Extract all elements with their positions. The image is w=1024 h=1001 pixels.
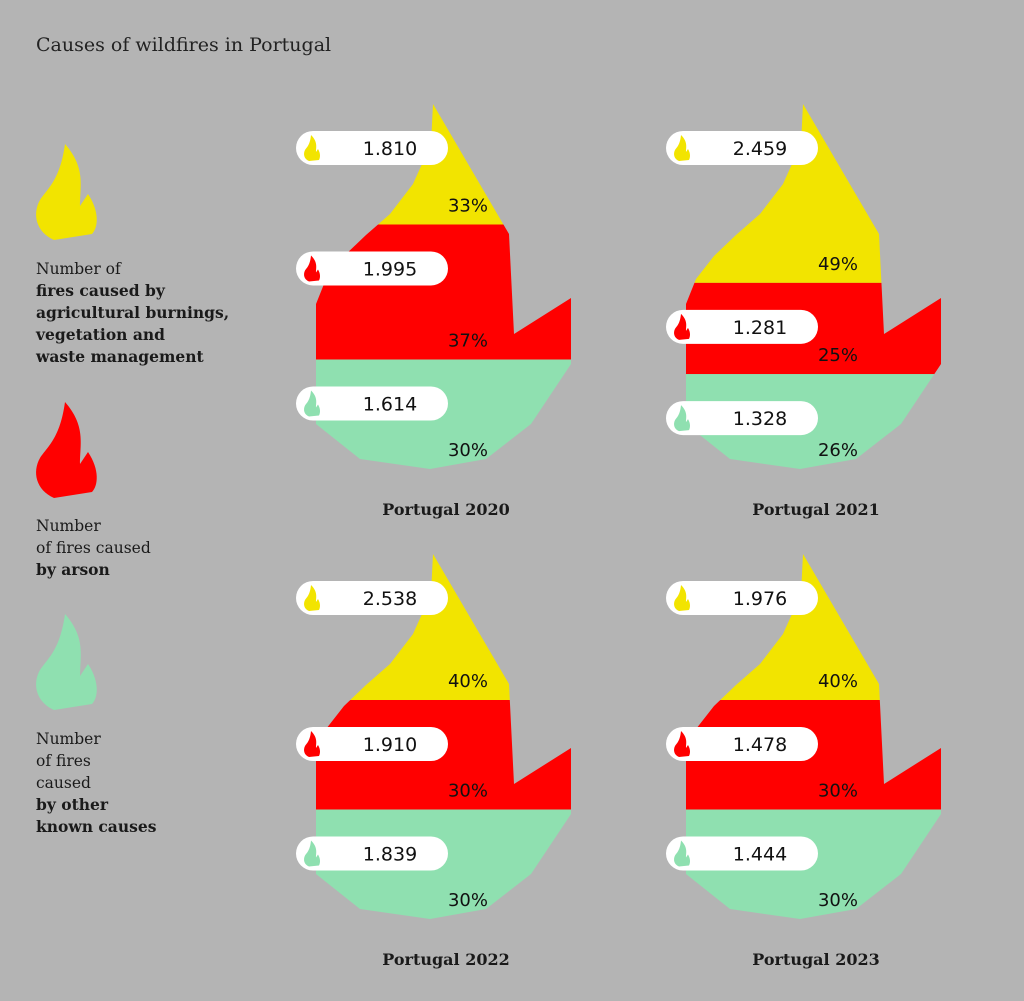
value-pill-other [296, 836, 448, 871]
value-label-agricultural: 1.976 [733, 588, 787, 610]
flame-icon [304, 135, 320, 161]
percent-label-other: 30% [818, 890, 858, 911]
percent-label-agricultural: 33% [448, 195, 488, 216]
flame-icon [674, 405, 690, 432]
percent-label-other: 30% [448, 890, 488, 911]
legend-text-arson: Number of fires caused by arson [36, 515, 151, 581]
legend-line: agricultural burnings, [36, 303, 230, 322]
flame-band-arson [316, 224, 571, 360]
flame-band-agricultural [694, 104, 882, 283]
value-pill-arson [296, 727, 448, 761]
value-label-other: 1.328 [733, 408, 787, 430]
percent-label-other: 26% [818, 440, 858, 461]
flame-icon [304, 390, 320, 417]
percent-label-arson: 37% [448, 331, 488, 352]
flame-band-agricultural [378, 104, 504, 225]
flame-icon [304, 731, 320, 757]
legend-flame-icon-agricultural [36, 144, 97, 240]
flame-chart-portugal-2023: 1.976 40% 1.478 30% 1.444 30% [666, 554, 941, 919]
legend-line: by other [36, 795, 109, 814]
legend-flame-icon-other [36, 614, 97, 710]
flame-icon [674, 840, 690, 867]
value-label-arson: 1.910 [363, 734, 417, 756]
flame-icon [304, 840, 320, 867]
percent-label-arson: 30% [448, 781, 488, 802]
percent-label-arson: 30% [818, 781, 858, 802]
value-label-arson: 1.995 [363, 258, 417, 280]
legend-line: known causes [36, 817, 157, 836]
flame-band-agricultural [350, 554, 510, 700]
value-pill-agricultural [296, 131, 448, 165]
flame-icon [674, 585, 690, 611]
legend-line: Number [36, 517, 101, 535]
legend-line: Number of [36, 260, 121, 278]
value-pill-agricultural [666, 131, 818, 165]
legend-line: vegetation and [36, 325, 165, 344]
legend-line: waste management [36, 347, 204, 366]
value-pill-agricultural [296, 581, 448, 615]
flame-chart-portugal-2021: 2.459 49% 1.281 25% 1.328 26% [666, 104, 941, 469]
flame-icon [674, 135, 690, 161]
value-label-other: 1.614 [363, 394, 417, 416]
legend-line: fires caused by [36, 281, 165, 300]
flame-chart-portugal-2020: 1.810 33% 1.995 37% 1.614 30% [296, 104, 571, 469]
flame-icon [674, 731, 690, 757]
value-label-arson: 1.281 [733, 317, 787, 339]
value-pill-other [666, 836, 818, 871]
flame-icon [36, 144, 97, 240]
legend-line: by arson [36, 560, 110, 579]
legend-flame-icon-arson [36, 402, 97, 498]
flame-icon [36, 614, 97, 710]
flame-chart-portugal-2022: 2.538 40% 1.910 30% 1.839 30% [296, 554, 571, 919]
legend-line: caused [36, 774, 91, 792]
flame-icon [304, 585, 320, 611]
value-label-agricultural: 1.810 [363, 138, 417, 160]
value-label-agricultural: 2.538 [363, 588, 417, 610]
legend-line: of fires [36, 752, 91, 770]
percent-label-arson: 25% [818, 345, 858, 366]
flame-icon [304, 255, 320, 282]
value-label-arson: 1.478 [733, 734, 787, 756]
page-title: Causes of wildfires in Portugal [36, 34, 332, 56]
percent-label-agricultural: 40% [818, 671, 858, 692]
value-label-other: 1.839 [363, 844, 417, 866]
legend-text-agricultural: Number of fires caused by agricultural b… [36, 258, 229, 368]
value-pill-arson [296, 251, 448, 286]
value-pill-other [296, 386, 448, 421]
percent-label-other: 30% [448, 440, 488, 461]
flame-band-agricultural [720, 554, 880, 700]
chart-title-2020: Portugal 2020 [382, 500, 510, 519]
value-label-other: 1.444 [733, 844, 787, 866]
legend-text-other: Number of fires caused by other known ca… [36, 728, 156, 838]
value-pill-arson [666, 309, 818, 344]
percent-label-agricultural: 40% [448, 671, 488, 692]
flame-icon [674, 313, 690, 340]
value-pill-other [666, 401, 818, 436]
chart-title-2021: Portugal 2021 [752, 500, 880, 519]
value-label-agricultural: 2.459 [733, 138, 787, 160]
chart-title-2022: Portugal 2022 [382, 950, 510, 969]
chart-title-2023: Portugal 2023 [752, 950, 880, 969]
flame-icon [36, 402, 97, 498]
value-pill-agricultural [666, 581, 818, 615]
percent-label-agricultural: 49% [818, 254, 858, 275]
legend-line: of fires caused [36, 539, 151, 557]
value-pill-arson [666, 727, 818, 761]
legend-line: Number [36, 730, 101, 748]
